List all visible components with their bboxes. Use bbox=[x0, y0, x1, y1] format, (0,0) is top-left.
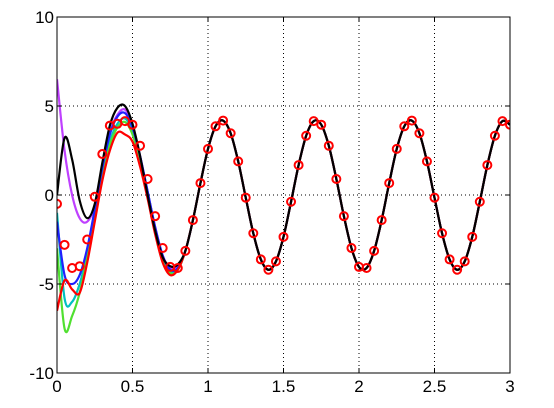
data-point bbox=[218, 115, 229, 126]
data-point bbox=[452, 264, 463, 275]
y-tick-label: 5 bbox=[45, 97, 54, 116]
data-point bbox=[497, 116, 508, 127]
x-tick-label: 2 bbox=[354, 377, 363, 396]
series-line bbox=[57, 103, 510, 271]
data-point bbox=[82, 234, 93, 245]
data-point bbox=[59, 239, 70, 250]
data-point bbox=[316, 119, 327, 130]
data-point bbox=[391, 143, 402, 154]
x-tick-label: 3 bbox=[505, 377, 514, 396]
y-tick-label: 10 bbox=[35, 8, 54, 27]
data-point bbox=[384, 178, 395, 189]
data-point bbox=[233, 156, 244, 167]
data-point bbox=[414, 128, 425, 139]
data-point bbox=[437, 228, 448, 239]
y-tick-label: -5 bbox=[39, 275, 54, 294]
data-point bbox=[301, 130, 312, 141]
data-point bbox=[225, 128, 236, 139]
y-tick-label: -10 bbox=[29, 364, 54, 383]
data-point bbox=[338, 211, 349, 222]
data-point bbox=[286, 196, 297, 207]
data-point bbox=[346, 243, 357, 254]
data-point bbox=[444, 254, 455, 265]
x-tick-label: 0 bbox=[52, 377, 61, 396]
data-point bbox=[255, 254, 266, 265]
x-tick-label: 1.5 bbox=[272, 377, 296, 396]
plot-area bbox=[57, 79, 510, 334]
data-point bbox=[406, 115, 417, 126]
data-point bbox=[505, 119, 510, 130]
data-point bbox=[195, 178, 206, 189]
x-tick-label: 2.5 bbox=[423, 377, 447, 396]
data-point bbox=[203, 143, 213, 154]
x-tick-label: 0.5 bbox=[121, 377, 145, 396]
data-point bbox=[172, 262, 183, 273]
x-tick-label: 1 bbox=[203, 377, 212, 396]
data-point bbox=[135, 140, 146, 151]
data-point bbox=[467, 231, 478, 242]
data-point bbox=[127, 119, 138, 130]
data-point bbox=[474, 196, 485, 207]
data-point bbox=[293, 160, 304, 171]
data-point bbox=[180, 245, 191, 256]
data-point bbox=[142, 173, 153, 184]
data-point bbox=[482, 160, 493, 171]
data-point bbox=[459, 256, 470, 267]
data-point bbox=[157, 243, 168, 254]
data-point bbox=[308, 116, 319, 127]
data-point bbox=[270, 256, 281, 267]
data-point bbox=[187, 215, 198, 226]
data-point bbox=[331, 173, 342, 184]
data-point bbox=[119, 116, 130, 127]
data-point bbox=[97, 149, 108, 160]
data-point bbox=[263, 264, 274, 275]
data-point bbox=[57, 198, 62, 209]
y-tick-label: 0 bbox=[45, 186, 54, 205]
data-point bbox=[361, 262, 372, 273]
data-point bbox=[74, 261, 85, 272]
data-point bbox=[278, 231, 289, 242]
data-point bbox=[429, 192, 440, 203]
data-point bbox=[489, 130, 500, 141]
data-point bbox=[399, 121, 410, 132]
data-point bbox=[240, 192, 251, 203]
data-point bbox=[150, 211, 161, 222]
data-point bbox=[89, 191, 100, 202]
data-point bbox=[421, 156, 432, 167]
data-point bbox=[376, 215, 387, 226]
data-point bbox=[210, 121, 221, 132]
data-point bbox=[248, 228, 259, 239]
data-point bbox=[369, 245, 380, 256]
data-point bbox=[323, 140, 334, 151]
